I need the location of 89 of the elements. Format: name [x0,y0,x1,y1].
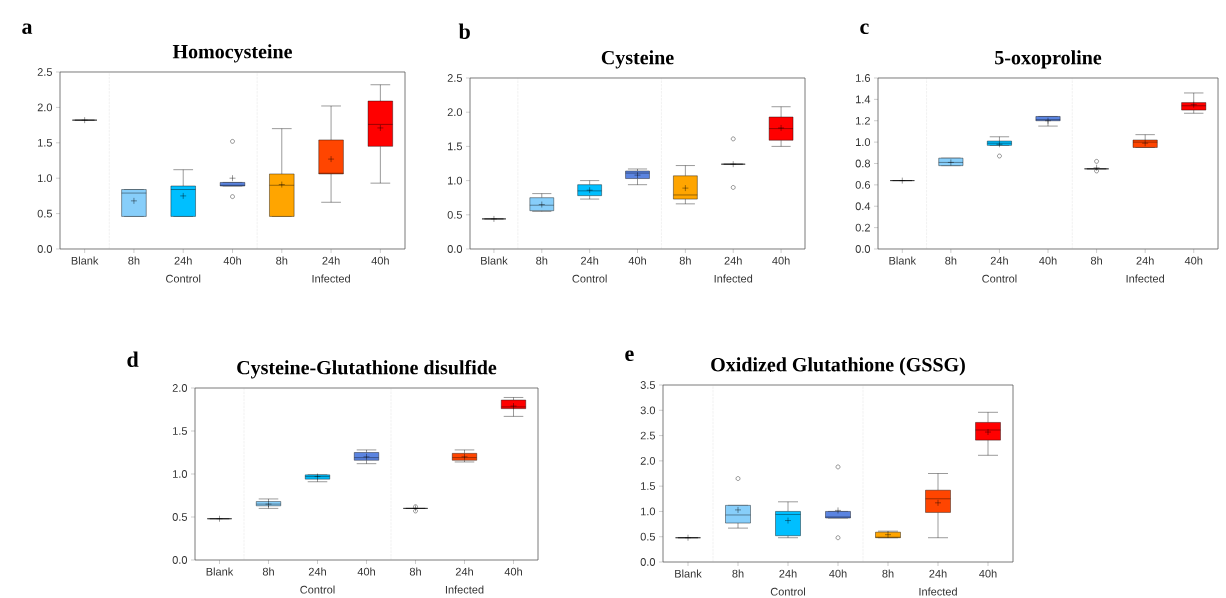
y-tick-label: 1.5 [641,482,656,490]
y-tick-label: 1.0 [856,138,871,147]
text: b [458,23,470,39]
chart-title: Oxidized Glutathione (GSSG) [711,357,965,376]
y-tick-label: 0.5 [37,209,53,218]
y-tick-label: 0.4 [855,202,871,211]
y-tick-label: 1.5 [173,427,188,435]
y-tick-label: 0.8 [855,159,871,168]
text: e [625,350,634,362]
x-tick-label: 24h [455,567,473,576]
y-tick-label: 0.5 [640,532,656,541]
x-tick-label: 24h [308,567,326,576]
y-tick-label: 3.0 [640,406,656,415]
x-tick-label: 8h [882,569,894,578]
chart-title: Cysteine-Glutathione disulfide [237,360,497,379]
x-tick-label: 8h [409,567,421,576]
y-tick-label: 1.0 [641,507,656,516]
y-tick-label: 0.6 [855,180,871,189]
text: Infected [714,274,753,283]
x-tick-label: 24h [322,256,340,265]
y-tick-label: 0.2 [855,223,870,232]
text: a [22,23,33,35]
text: Infected [312,274,350,283]
text: c [860,23,869,35]
x-tick-label: Blank [206,567,234,576]
y-tick-label: 1.0 [173,470,188,478]
x-tick-label: 8h [732,569,744,578]
x-tick-label: 24h [929,569,947,578]
y-tick-label: 1.2 [856,116,870,125]
x-tick-label: 24h [779,569,797,578]
x-tick-label: 40h [979,569,997,578]
x-tick-label: 40h [829,569,847,578]
x-tick-label: 24h [1136,256,1154,265]
x-tick-label: 8h [1090,256,1102,265]
x-tick-label: 24h [174,256,192,265]
x-tick-label: Blank [481,256,508,265]
y-tick-label: 2.0 [447,108,463,117]
x-tick-label: 24h [724,256,742,265]
y-tick-label: 1.5 [38,138,53,147]
chart-title: Cysteine [601,50,674,69]
y-tick-label: 0.0 [37,245,53,253]
text: Infected [445,585,484,594]
x-tick-label: 40h [371,256,389,265]
x-tick-label: 8h [276,256,288,265]
x-tick-label: Blank [71,256,99,265]
chart-title: 5-oxoproline [995,50,1102,69]
y-tick-label: 0.5 [447,210,463,219]
y-tick-label: 1.4 [856,95,871,104]
y-tick-label: 1.0 [448,176,463,185]
y-tick-label: 0.5 [172,513,188,521]
text: Control [300,585,335,594]
x-tick-label: 8h [128,256,140,265]
text: Infected [919,587,957,596]
y-tick-label: 3.5 [640,381,656,389]
y-tick-label: 2.0 [37,103,53,112]
x-tick-label: 8h [945,256,957,265]
y-tick-label: 0.0 [640,558,656,566]
x-tick-label: 8h [679,256,691,265]
y-tick-label: 0.0 [855,245,871,253]
y-tick-label: 1.0 [38,174,53,183]
x-tick-label: 8h [262,567,274,576]
x-tick-label: 40h [772,256,790,265]
chart-title: Homocysteine [172,44,292,63]
y-tick-label: 2.0 [640,456,656,465]
x-tick-label: 40h [223,256,241,265]
text: Control [982,274,1017,283]
x-tick-label: 40h [357,567,375,576]
x-tick-label: Blank [889,256,917,265]
y-tick-label: 1.5 [448,142,463,151]
x-tick-label: 24h [990,256,1008,265]
x-tick-label: 8h [536,256,548,265]
x-tick-label: 40h [1039,256,1057,265]
text: Infected [1126,274,1165,283]
y-tick-label: 2.5 [640,431,656,440]
y-tick-label: 0.0 [447,245,463,253]
x-tick-label: 40h [628,256,646,265]
x-tick-label: 40h [504,567,522,576]
y-tick-label: 1.6 [856,74,871,82]
x-tick-label: 24h [581,256,599,265]
text: Control [770,587,805,596]
x-tick-label: Blank [675,569,702,578]
text: d [127,351,139,367]
text: Control [572,274,607,283]
text: Control [166,274,201,283]
y-tick-label: 2.5 [37,68,53,76]
y-tick-label: 0.0 [172,556,188,564]
x-tick-label: 40h [1184,256,1203,265]
y-tick-label: 2.0 [172,384,188,392]
y-tick-label: 2.5 [447,74,463,82]
